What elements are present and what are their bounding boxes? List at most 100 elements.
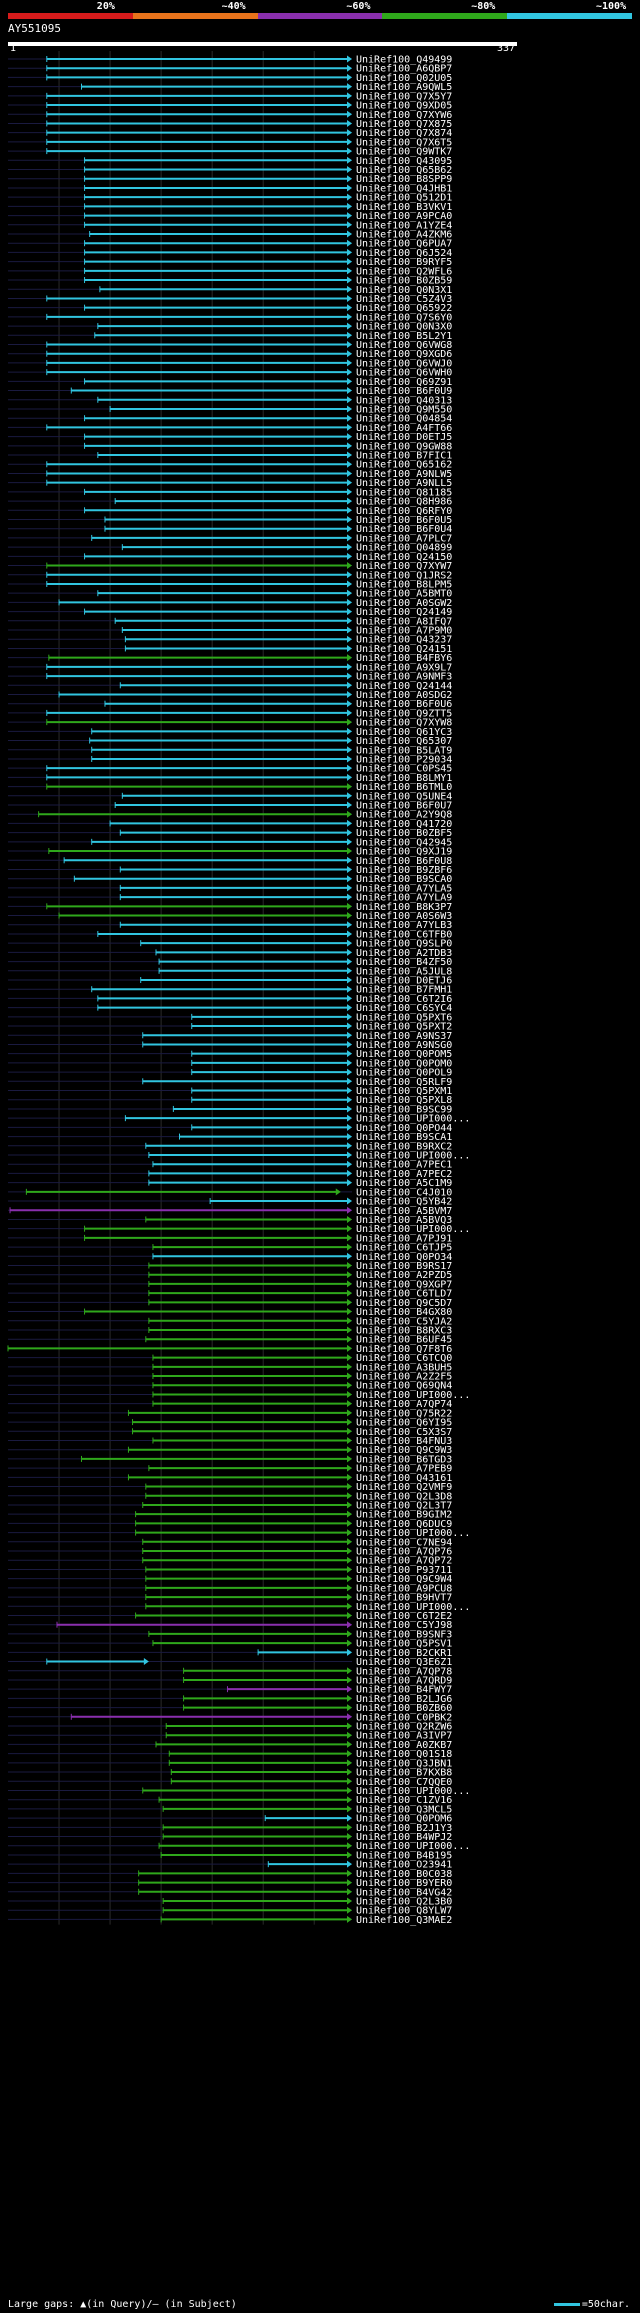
- hit-label[interactable]: UniRef100_B4ZF50: [356, 957, 452, 968]
- hit-label[interactable]: UniRef100_A7P9M0: [356, 626, 452, 637]
- hit-label[interactable]: UniRef100_A9QWL5: [356, 82, 452, 93]
- hit-label[interactable]: UniRef100_B9SCA0: [356, 874, 452, 885]
- hit-label[interactable]: UniRef100_Q2L3B0: [356, 1897, 452, 1908]
- hit-label[interactable]: UniRef100_C1ZV16: [356, 1795, 452, 1806]
- hit-label[interactable]: UniRef100_Q9ZTT5: [356, 708, 452, 719]
- hit-label[interactable]: UniRef100_Q43095: [356, 156, 452, 167]
- hit-label[interactable]: UniRef100_A5BVQ3: [356, 1215, 452, 1226]
- hit-label[interactable]: UniRef100_B8SPP9: [356, 174, 452, 185]
- hit-label[interactable]: UniRef100_B3VKV1: [356, 202, 452, 213]
- hit-label[interactable]: UniRef100_UPI000...: [356, 1528, 470, 1539]
- hit-label[interactable]: UniRef100_Q9M550: [356, 404, 452, 415]
- hit-label[interactable]: UniRef100_B4FWY7: [356, 1685, 452, 1696]
- hit-label[interactable]: UniRef100_Q2L3D8: [356, 1491, 452, 1502]
- hit-label[interactable]: UniRef100_B8K3P7: [356, 902, 452, 913]
- hit-label[interactable]: UniRef100_C0PS45: [356, 764, 452, 775]
- hit-label[interactable]: UniRef100_Q61YC3: [356, 727, 452, 738]
- hit-label[interactable]: UniRef100_Q3MAE2: [356, 1915, 452, 1926]
- hit-label[interactable]: UniRef100_B8LPM5: [356, 579, 452, 590]
- hit-label[interactable]: UniRef100_B8RXC3: [356, 1325, 452, 1336]
- hit-label[interactable]: UniRef100_B0ZB60: [356, 1703, 452, 1714]
- hit-label[interactable]: UniRef100_B4FNU3: [356, 1436, 452, 1447]
- hit-label[interactable]: UniRef100_Q6PUA7: [356, 239, 452, 250]
- hit-label[interactable]: UniRef100_UPI000...: [356, 1602, 470, 1613]
- hit-label[interactable]: UniRef100_B4B195: [356, 1850, 452, 1861]
- hit-label[interactable]: UniRef100_A5BVM7: [356, 1206, 452, 1217]
- hit-label[interactable]: UniRef100_A2PZD5: [356, 1270, 452, 1281]
- hit-label[interactable]: UniRef100_UPI000...: [356, 1224, 470, 1235]
- hit-label[interactable]: UniRef100_Q6RFY0: [356, 506, 452, 517]
- hit-label[interactable]: UniRef100_Q65B62: [356, 165, 452, 176]
- hit-label[interactable]: UniRef100_Q0POM6: [356, 1814, 452, 1825]
- hit-label[interactable]: UniRef100_Q7XYW6: [356, 110, 452, 121]
- hit-label[interactable]: UniRef100_A6QBP7: [356, 64, 452, 75]
- hit-label[interactable]: UniRef100_A9PCA0: [356, 211, 452, 222]
- hit-label[interactable]: UniRef100_Q24144: [356, 681, 452, 692]
- hit-label[interactable]: UniRef100_Q7XYW8: [356, 718, 452, 729]
- hit-label[interactable]: UniRef100_A5JUL8: [356, 966, 452, 977]
- hit-label[interactable]: UniRef100_C6T2I6: [356, 994, 452, 1005]
- hit-label[interactable]: UniRef100_B6F0U8: [356, 856, 452, 867]
- hit-label[interactable]: UniRef100_A7QRD9: [356, 1675, 452, 1686]
- hit-label[interactable]: UniRef100_Q24151: [356, 644, 452, 655]
- hit-label[interactable]: UniRef100_Q5RLF9: [356, 1077, 452, 1088]
- hit-label[interactable]: UniRef100_Q75R22: [356, 1408, 452, 1419]
- hit-label[interactable]: UniRef100_Q69QN4: [356, 1381, 452, 1392]
- hit-label[interactable]: UniRef100_A9NS37: [356, 1031, 452, 1042]
- hit-label[interactable]: UniRef100_Q42945: [356, 837, 452, 848]
- hit-label[interactable]: UniRef100_Q5PXM1: [356, 1086, 452, 1097]
- hit-label[interactable]: UniRef100_Q7X5Y7: [356, 91, 452, 102]
- hit-label[interactable]: UniRef100_C6T2E2: [356, 1611, 452, 1622]
- hit-label[interactable]: UniRef100_A9NSG0: [356, 1040, 452, 1051]
- hit-label[interactable]: UniRef100_A7QP76: [356, 1547, 452, 1558]
- hit-label[interactable]: UniRef100_Q9XGD6: [356, 349, 452, 360]
- hit-label[interactable]: UniRef100_Q0POL9: [356, 1068, 452, 1079]
- hit-label[interactable]: UniRef100_A7QP72: [356, 1556, 452, 1567]
- hit-label[interactable]: UniRef100_Q3JBN1: [356, 1758, 452, 1769]
- hit-label[interactable]: UniRef100_Q6J524: [356, 248, 452, 259]
- hit-label[interactable]: UniRef100_Q9WTK7: [356, 147, 452, 158]
- hit-label[interactable]: UniRef100_Q3E6Z1: [356, 1657, 452, 1668]
- hit-label[interactable]: UniRef100_UPI000...: [356, 1150, 470, 1161]
- hit-label[interactable]: UniRef100_A4FT66: [356, 423, 452, 434]
- hit-label[interactable]: UniRef100_Q9XD05: [356, 101, 452, 112]
- hit-label[interactable]: UniRef100_A0S6W3: [356, 911, 452, 922]
- hit-label[interactable]: UniRef100_B5LAT9: [356, 745, 452, 756]
- hit-label[interactable]: UniRef100_C5X3S7: [356, 1427, 452, 1438]
- hit-label[interactable]: UniRef100_A7PLC7: [356, 533, 452, 544]
- hit-label[interactable]: UniRef100_A3IVP7: [356, 1731, 452, 1742]
- hit-label[interactable]: UniRef100_B9ZBF6: [356, 865, 452, 876]
- hit-label[interactable]: UniRef100_Q01S18: [356, 1749, 452, 1760]
- hit-label[interactable]: UniRef100_UPI000...: [356, 1786, 470, 1797]
- hit-label[interactable]: UniRef100_P29034: [356, 754, 452, 765]
- hit-label[interactable]: UniRef100_Q5PSV1: [356, 1639, 452, 1650]
- hit-label[interactable]: UniRef100_B9HVT7: [356, 1593, 452, 1604]
- hit-label[interactable]: UniRef100_Q2L3T7: [356, 1500, 452, 1511]
- hit-label[interactable]: UniRef100_UPI000...: [356, 1114, 470, 1125]
- hit-label[interactable]: UniRef100_A7QP78: [356, 1666, 452, 1677]
- hit-label[interactable]: UniRef100_B9SNF3: [356, 1629, 452, 1640]
- hit-label[interactable]: UniRef100_Q24149: [356, 607, 452, 618]
- hit-label[interactable]: UniRef100_A4ZKM6: [356, 229, 452, 240]
- hit-label[interactable]: UniRef100_A2Y9Q8: [356, 810, 452, 821]
- hit-label[interactable]: UniRef100_B6F0U9: [356, 386, 452, 397]
- hit-label[interactable]: UniRef100_B9RS17: [356, 1261, 452, 1272]
- hit-label[interactable]: UniRef100_Q5PXT6: [356, 1012, 452, 1023]
- hit-label[interactable]: UniRef100_Q5YB42: [356, 1197, 452, 1208]
- hit-label[interactable]: UniRef100_Q9SLP0: [356, 939, 452, 950]
- hit-label[interactable]: UniRef100_C6TCQ0: [356, 1353, 452, 1364]
- hit-label[interactable]: UniRef100_Q0PO44: [356, 1123, 452, 1134]
- hit-label[interactable]: UniRef100_B4VG42: [356, 1887, 452, 1898]
- hit-label[interactable]: UniRef100_Q40313: [356, 395, 452, 406]
- hit-label[interactable]: UniRef100_A7QP74: [356, 1399, 452, 1410]
- hit-label[interactable]: UniRef100_A5BMT0: [356, 589, 452, 600]
- hit-label[interactable]: UniRef100_B7FIC1: [356, 451, 452, 462]
- hit-label[interactable]: UniRef100_C6TLD7: [356, 1289, 452, 1300]
- hit-label[interactable]: UniRef100_Q6DUC9: [356, 1519, 452, 1530]
- hit-label[interactable]: UniRef100_Q5PXL8: [356, 1095, 452, 1106]
- hit-label[interactable]: UniRef100_A9NLW5: [356, 469, 452, 480]
- hit-label[interactable]: UniRef100_B0ZB59: [356, 276, 452, 287]
- hit-label[interactable]: UniRef100_Q7X6T5: [356, 137, 452, 148]
- hit-label[interactable]: UniRef100_Q7S6Y0: [356, 312, 452, 323]
- hit-label[interactable]: UniRef100_Q81185: [356, 487, 452, 498]
